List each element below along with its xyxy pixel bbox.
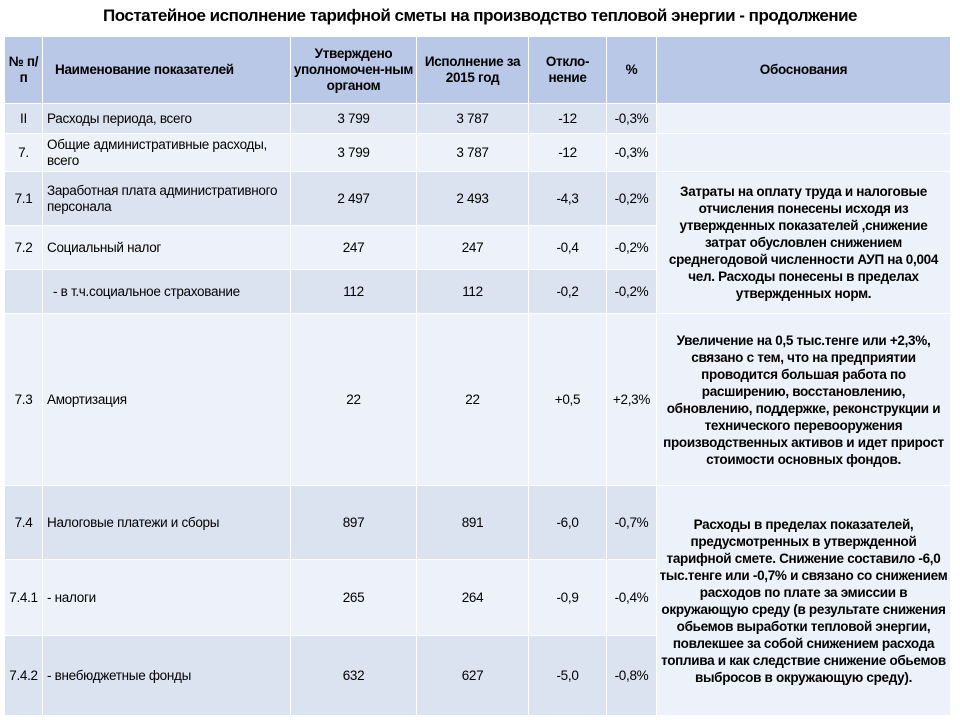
row-name: Социальный налог <box>42 225 291 270</box>
header-approved: Утверждено уполномочен-ным органом <box>290 36 417 104</box>
row-deviation: -6,0 <box>528 485 607 560</box>
row-num: 7.2 <box>4 225 43 270</box>
row-name: Амортизация <box>42 313 291 486</box>
row-num: 7. <box>4 133 43 172</box>
row-deviation: -0,9 <box>528 559 607 636</box>
row-name: Общие административные расходы, всего <box>42 133 291 172</box>
row-name: Налоговые платежи и сборы <box>42 485 291 560</box>
table-row: 7.3 Амортизация 22 22 +0,5 +2,3% Увеличе… <box>4 313 951 486</box>
basis-labor: Затраты на оплату труда и налоговые отчи… <box>656 171 951 314</box>
row-percent: -0,7% <box>606 485 657 560</box>
row-percent: +2,3% <box>606 313 657 486</box>
row-approved: 3 799 <box>290 103 417 134</box>
table-row: 7.4.2 - внебюджетные фонды 632 627 -5,0 … <box>4 635 951 716</box>
row-actual: 627 <box>416 635 529 716</box>
row-num: 7.4 <box>4 485 43 560</box>
table-row: 7. Общие административные расходы, всего… <box>4 133 951 172</box>
basis-taxes: Расходы в пределах показателей, предусмо… <box>656 485 951 716</box>
row-basis-empty <box>656 103 951 134</box>
row-deviation: -0,2 <box>528 269 607 314</box>
row-num <box>4 269 43 314</box>
row-actual: 2 493 <box>416 171 529 226</box>
row-approved: 247 <box>290 225 417 270</box>
row-approved: 2 497 <box>290 171 417 226</box>
table-row: 7.2 Социальный налог 247 247 -0,4 -0,2% <box>4 225 951 270</box>
basis-depreciation: Увеличение на 0,5 тыс.тенге или +2,3%, с… <box>656 313 951 486</box>
table-row: II Расходы периода, всего 3 799 3 787 -1… <box>4 103 951 134</box>
row-name: - налоги <box>42 559 291 636</box>
row-approved: 897 <box>290 485 417 560</box>
row-actual: 247 <box>416 225 529 270</box>
header-num: № п/п <box>4 36 43 104</box>
table-row: - в т.ч.социальное страхование 112 112 -… <box>4 269 951 314</box>
row-num: 7.3 <box>4 313 43 486</box>
row-basis-empty <box>656 133 951 172</box>
row-deviation: -12 <box>528 103 607 134</box>
row-approved: 22 <box>290 313 417 486</box>
row-num: 7.1 <box>4 171 43 226</box>
row-num: 7.4.1 <box>4 559 43 636</box>
row-actual: 891 <box>416 485 529 560</box>
row-num: II <box>4 103 43 134</box>
row-approved: 265 <box>290 559 417 636</box>
row-num: 7.4.2 <box>4 635 43 716</box>
page-title: Постатейное исполнение тарифной сметы на… <box>102 6 858 25</box>
row-actual: 3 787 <box>416 103 529 134</box>
row-approved: 632 <box>290 635 417 716</box>
row-deviation: -5,0 <box>528 635 607 716</box>
row-deviation: -12 <box>528 133 607 172</box>
tariff-table: № п/п Наименование показателей Утвержден… <box>4 36 951 716</box>
header-name: Наименование показателей <box>42 36 291 104</box>
row-percent: -0,3% <box>606 103 657 134</box>
header-deviation: Откло-нение <box>528 36 607 104</box>
row-approved: 112 <box>290 269 417 314</box>
row-actual: 3 787 <box>416 133 529 172</box>
header-basis: Обоснования <box>656 36 951 104</box>
row-deviation: -4,3 <box>528 171 607 226</box>
row-name: - в т.ч.социальное страхование <box>42 269 291 314</box>
table-row: 7.4 Налоговые платежи и сборы 897 891 -6… <box>4 485 951 716</box>
row-percent: -0,4% <box>606 559 657 636</box>
header-percent: % <box>606 36 657 104</box>
row-percent: -0,2% <box>606 171 657 226</box>
row-actual: 22 <box>416 313 529 486</box>
row-name: Заработная плата административного персо… <box>42 171 291 226</box>
row-name: Расходы периода, всего <box>42 103 291 134</box>
table-row: 7.1 Заработная плата административного п… <box>4 171 951 314</box>
row-deviation: +0,5 <box>528 313 607 486</box>
header-row: № п/п Наименование показателей Утвержден… <box>4 36 951 104</box>
row-deviation: -0,4 <box>528 225 607 270</box>
row-percent: -0,3% <box>606 133 657 172</box>
row-actual: 112 <box>416 269 529 314</box>
row-percent: -0,2% <box>606 269 657 314</box>
header-actual: Исполнение за 2015 год <box>416 36 529 104</box>
row-approved: 3 799 <box>290 133 417 172</box>
row-percent: -0,8% <box>606 635 657 716</box>
row-percent: -0,2% <box>606 225 657 270</box>
row-actual: 264 <box>416 559 529 636</box>
row-name: - внебюджетные фонды <box>42 635 291 716</box>
